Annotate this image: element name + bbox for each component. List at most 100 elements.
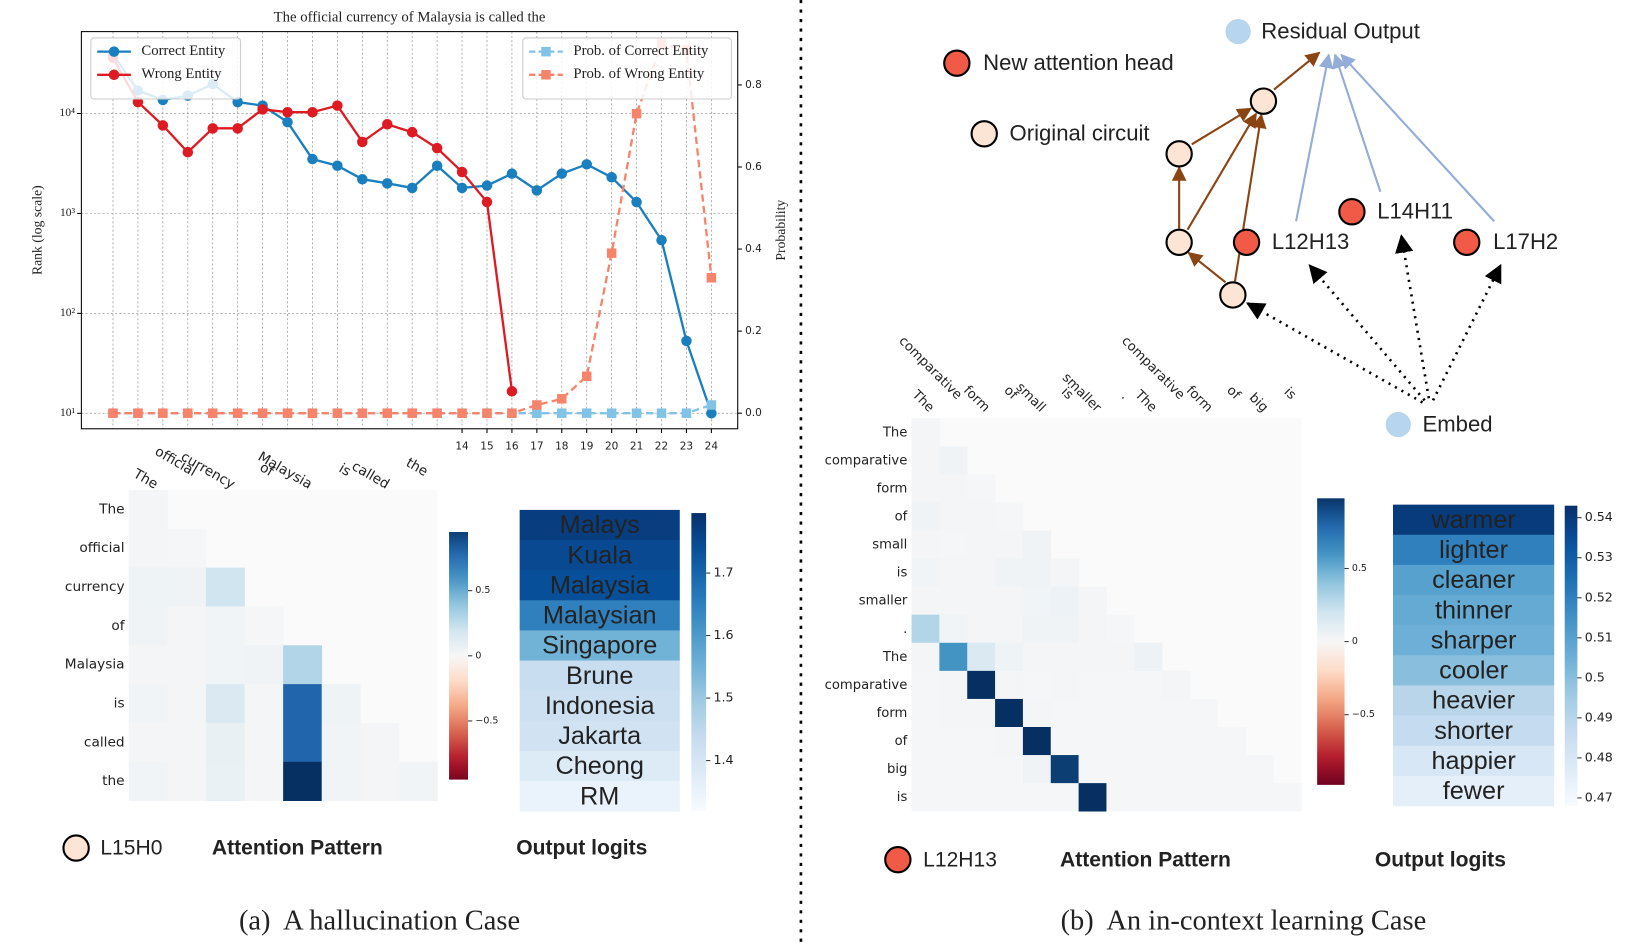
- heatmap-cell: [995, 586, 1024, 616]
- heatmap-cell: [128, 722, 168, 763]
- heatmap-cell: [128, 645, 168, 685]
- edge: [1233, 113, 1267, 282]
- heatmap-cell: [244, 606, 284, 646]
- heatmap-cell: [995, 726, 1024, 756]
- heatmap-cell: [1134, 670, 1163, 700]
- column-label: form: [960, 383, 992, 415]
- logit-token: RM: [580, 782, 619, 810]
- heatmap-cell: [995, 783, 1024, 812]
- column-label: big: [1246, 390, 1271, 415]
- legend-marker: [541, 70, 551, 80]
- heatmap-cell: [1078, 642, 1107, 672]
- marker: [157, 120, 169, 131]
- edge: [1246, 302, 1424, 404]
- heatmap-cell: [205, 606, 245, 646]
- logit-token: Indonesia: [545, 692, 656, 720]
- edge: [1431, 263, 1502, 401]
- y-tick-label: 10⁴: [59, 106, 75, 119]
- heatmap-cell: [360, 722, 400, 763]
- marker: [257, 104, 268, 115]
- column-label: called: [349, 458, 392, 492]
- marker: [158, 408, 168, 418]
- heatmap-cell: [1245, 783, 1274, 812]
- head-swatch: [62, 834, 90, 862]
- row-label: form: [877, 481, 908, 496]
- y2-tick-label: 0.4: [745, 243, 762, 255]
- marker: [606, 172, 617, 183]
- heatmap-cell: [1022, 614, 1052, 644]
- heatmap-cell: [205, 645, 245, 685]
- row-label: .: [903, 622, 907, 637]
- marker: [133, 408, 143, 418]
- heatmap-cell: [167, 606, 207, 646]
- x-tick-label: 23: [680, 441, 693, 453]
- marker: [282, 116, 293, 128]
- x-tick-label: 24: [705, 441, 719, 453]
- heatmap-cell: [1050, 642, 1079, 672]
- heatmap-cell: [1050, 755, 1079, 784]
- colorbar-tick-label: 0.54: [1585, 509, 1613, 524]
- logits-label: Output logits: [516, 837, 647, 860]
- row-label: Malaysia: [65, 657, 125, 673]
- heatmap-cell: [128, 528, 168, 568]
- logit-token: cooler: [1439, 657, 1508, 685]
- heatmap-cell: [1106, 670, 1135, 700]
- attention-label: Attention Pattern: [212, 837, 383, 860]
- heatmap-cell: [967, 586, 996, 616]
- heatmap-cell: [1078, 586, 1107, 616]
- head-label: L12H13: [923, 848, 997, 871]
- heatmap-cell: [939, 698, 968, 728]
- logit-cell: [1393, 745, 1555, 777]
- marker: [307, 153, 318, 165]
- node: [1219, 281, 1247, 309]
- heatmap-cell: [1134, 755, 1163, 784]
- heatmap-cell: [1162, 783, 1191, 812]
- heatmap-cell: [321, 722, 361, 763]
- logit-token: thinner: [1435, 596, 1512, 624]
- heatmap-cell: [939, 446, 968, 475]
- y2-tick-label: 0.2: [745, 325, 762, 337]
- row-label: of: [895, 734, 908, 749]
- heatmap-cell: [1106, 698, 1135, 728]
- marker: [381, 178, 393, 189]
- row-label: the: [102, 773, 124, 789]
- logit-token: happier: [1431, 747, 1515, 775]
- x-tick-label: 20: [605, 441, 618, 453]
- row-label: is: [897, 566, 908, 581]
- y2-tick-label: 0.8: [745, 79, 762, 91]
- logit-token: fewer: [1443, 777, 1505, 805]
- column-label: of: [1223, 383, 1243, 403]
- heatmap-cell: [995, 755, 1024, 784]
- logit-cell: [1393, 775, 1555, 807]
- row-label: comparative: [825, 453, 908, 468]
- marker: [332, 100, 343, 111]
- heatmap-cell: [398, 761, 438, 801]
- heatmap-cell: [244, 761, 284, 801]
- logit-token: heavier: [1432, 687, 1515, 715]
- marker: [532, 400, 542, 410]
- heatmap-cell: [1134, 642, 1163, 672]
- heatmap-cell: [1050, 586, 1079, 616]
- heatmap-cell: [1078, 755, 1107, 784]
- row-label: is: [897, 790, 908, 805]
- heatmap-cell: [1106, 755, 1135, 784]
- column-label: The: [1131, 387, 1160, 416]
- heatmap-cell: [1106, 726, 1135, 756]
- marker: [706, 400, 717, 410]
- heatmap-cell: [967, 530, 996, 559]
- heatmap-cell: [995, 670, 1024, 700]
- logits-label: Output logits: [1375, 848, 1506, 871]
- heatmap-cell: [321, 684, 361, 724]
- x-tick-label: 21: [630, 441, 643, 453]
- logit-cell: [1393, 534, 1555, 566]
- heatmap-cell: [911, 502, 940, 531]
- logit-token: sharper: [1431, 626, 1517, 654]
- heatmap-cell: [911, 530, 940, 559]
- logit-cell: [1393, 564, 1555, 596]
- y-axis-label: Rank (log scale): [29, 185, 45, 275]
- heatmap-cell: [1050, 558, 1079, 587]
- caption: (a) A hallucination Case: [239, 905, 520, 936]
- column-label: the: [403, 455, 430, 480]
- logit-cell: [519, 509, 680, 541]
- heatmap-cell: [1022, 755, 1052, 784]
